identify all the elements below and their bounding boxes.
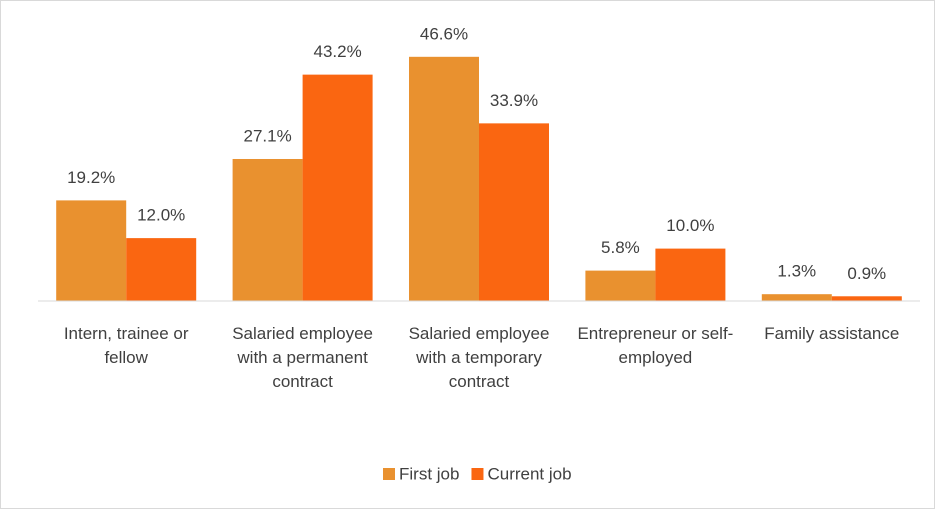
legend-swatch: [383, 468, 395, 480]
data-label: 10.0%: [666, 216, 714, 235]
bar: [302, 74, 373, 302]
data-label: 27.1%: [243, 126, 291, 145]
data-label: 19.2%: [67, 168, 115, 187]
data-label: 12.0%: [137, 206, 185, 225]
bar: [655, 248, 726, 301]
x-tick-label: Family assistance: [764, 324, 900, 343]
bar: [56, 200, 127, 301]
data-label: 5.8%: [601, 238, 640, 257]
legend-swatch: [471, 468, 484, 480]
bar: [232, 158, 303, 301]
bar: [831, 296, 902, 301]
bar: [479, 123, 549, 301]
data-label: 43.2%: [313, 42, 361, 61]
x-tick-label: Salaried employee with a permanent contr…: [232, 324, 373, 391]
bar: [409, 56, 479, 302]
data-label: 0.9%: [847, 264, 886, 283]
x-tick-label: Salaried employee with a temporary contr…: [408, 324, 550, 391]
bar: [126, 238, 197, 301]
legend-label: Current job: [487, 464, 571, 483]
data-label: 46.6%: [420, 24, 468, 43]
data-label: 33.9%: [490, 91, 538, 110]
x-tick-label: Intern, trainee or fellow: [63, 324, 189, 367]
bar: [585, 270, 656, 301]
bar: [761, 294, 832, 301]
data-label: 1.3%: [777, 262, 816, 281]
x-tick-label: Entrepreneur or self-employed: [577, 324, 734, 367]
legend-label: First job: [399, 464, 459, 483]
